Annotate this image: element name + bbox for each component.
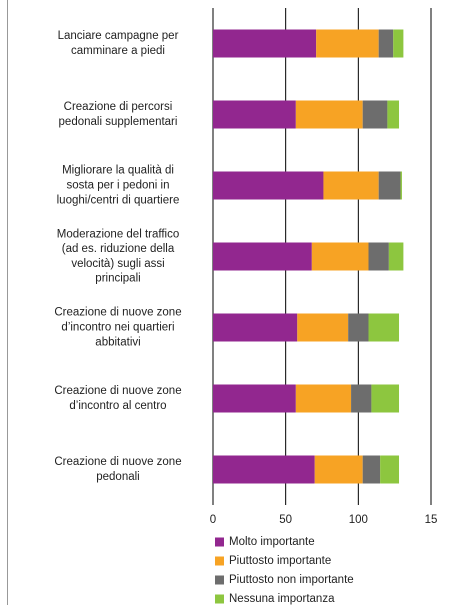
category-label: d’incontro al centro	[69, 400, 166, 412]
x-tick-label: 0	[210, 514, 216, 526]
legend-label: Molto importante	[229, 536, 315, 548]
bar-segment	[213, 171, 324, 200]
bar-segment	[388, 242, 404, 271]
bar-segment	[368, 313, 400, 342]
bar-segment	[378, 171, 401, 200]
bar-segment	[348, 313, 369, 342]
x-tick-label: 15	[425, 514, 438, 526]
bar-segment	[213, 313, 298, 342]
bar-segment	[213, 100, 296, 129]
legend-swatch	[215, 556, 224, 566]
bar-segment	[213, 384, 296, 413]
x-tick-label: 50	[279, 514, 292, 526]
bar-segment	[311, 242, 369, 271]
category-label: sosta per i pedoni in	[67, 180, 170, 192]
bar-segment	[213, 242, 312, 271]
bar-segment	[362, 455, 381, 484]
bar-segment	[393, 29, 404, 58]
category-label: abbitativi	[95, 336, 140, 348]
bar-segment	[380, 455, 400, 484]
category-label: Creazione di nuove zone	[54, 307, 181, 319]
category-label: pedonali supplementari	[59, 116, 178, 128]
category-label: (ad es. riduzione della	[62, 243, 175, 255]
bar-segment	[378, 29, 394, 58]
bar-segment	[295, 384, 352, 413]
legend-swatch	[215, 594, 224, 604]
category-label: principali	[95, 273, 140, 285]
category-label: Lanciare campagne per	[58, 30, 179, 42]
legend-label: Piuttosto importante	[229, 555, 331, 567]
category-label: luoghi/centri di quartiere	[57, 194, 180, 206]
bar-segment	[295, 100, 363, 129]
category-label: pedonali	[96, 471, 139, 483]
legend-swatch	[215, 537, 224, 547]
category-label: velocità) sugli assi	[71, 258, 164, 270]
bar-segment	[371, 384, 400, 413]
bar-segment	[387, 100, 400, 129]
category-label: camminare a piedi	[71, 45, 165, 57]
bar-segment	[314, 455, 363, 484]
bar-segment	[213, 455, 315, 484]
bar-segment	[316, 29, 379, 58]
legend-swatch	[215, 575, 224, 585]
category-label: Moderazione del traffico	[57, 228, 180, 240]
bar-segment	[351, 384, 372, 413]
category-label: Creazione di nuove zone	[54, 385, 181, 397]
category-label: d’incontro nei quartieri	[61, 322, 174, 334]
category-label: Creazione di nuove zone	[54, 456, 181, 468]
legend-label: Piuttosto non importante	[229, 574, 354, 586]
legend-label: Nessuna importanza	[229, 593, 335, 605]
bar-segment	[323, 171, 379, 200]
category-label: Creazione di percorsi	[64, 101, 173, 113]
bar-segment	[297, 313, 349, 342]
category-label: Migliorare la qualità di	[62, 165, 174, 177]
x-tick-label: 100	[349, 514, 368, 526]
bar-segment	[368, 242, 389, 271]
bar-segment	[213, 29, 317, 58]
bar-segment	[362, 100, 388, 129]
bar-segment	[400, 171, 402, 200]
